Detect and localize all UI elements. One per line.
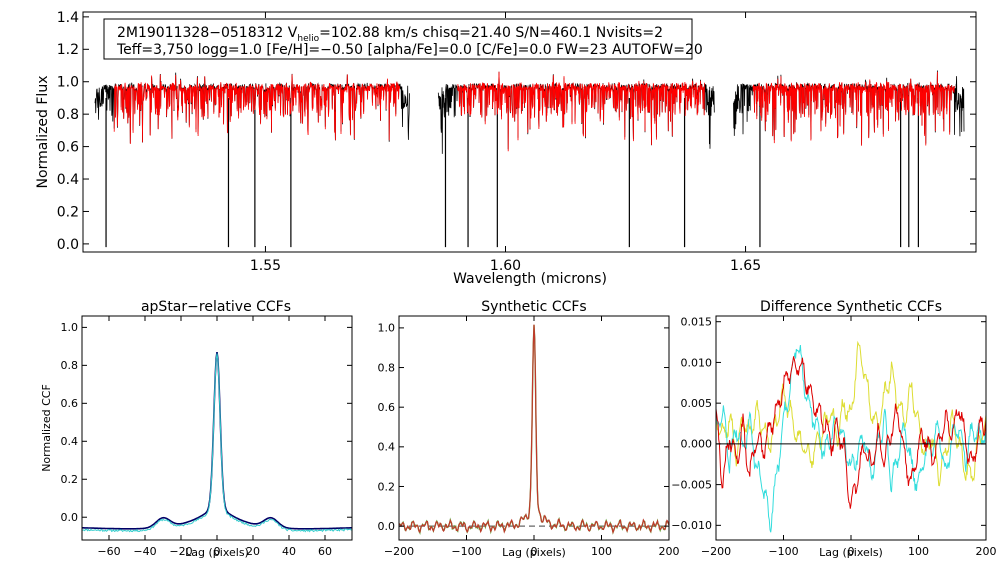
y-tick-label: 1.0: [57, 75, 79, 91]
spectrum-annotation-box: 2M19011328−0518312 Vhelio=102.88 km/s ch…: [103, 18, 703, 60]
y-tick-label: 0.0: [61, 511, 79, 524]
apstar-ccf-traces: [81, 351, 353, 533]
y-tick-label: 0.015: [681, 316, 713, 329]
spectrum-ylabel: Normalized Flux: [35, 76, 51, 189]
synthetic-ccf-frame: [398, 315, 670, 541]
difference-ccf-line: [715, 344, 987, 533]
x-tick-label: −200: [384, 545, 414, 558]
x-tick-label: 0: [848, 545, 855, 558]
x-tick-label: 200: [976, 545, 997, 558]
difference-ccf-ticks: −200 −100 0 100 200 −0.010 −0.005 0.000 0.005 0.0…: [671, 316, 996, 558]
x-tick-label: 0: [214, 545, 221, 558]
spectrum-ticks: 1.55 1.60 1.65 0.0 0.2 0.4 0.6 0.8 1.0 1.2 1.4: [57, 10, 976, 274]
model-spectrum-chip: [752, 71, 955, 146]
x-tick-label: 0: [531, 545, 538, 558]
model-spectrum-chip: [113, 74, 401, 145]
x-tick-label: −100: [768, 545, 798, 558]
difference-ccf-traces: [715, 340, 987, 533]
synthetic-ccf-visit-line: [398, 324, 670, 535]
apstar-ccf-frame: [81, 315, 353, 541]
y-tick-label: 1.0: [378, 322, 396, 335]
y-tick-label: 0.0: [57, 237, 79, 253]
ccf-visit-line: [81, 353, 353, 533]
x-tick-label: 1.65: [730, 258, 761, 274]
x-tick-label: 100: [591, 545, 612, 558]
difference-ccf-panel: Difference Synthetic CCFs −200 −100 0 100 20…: [671, 299, 996, 559]
annotation-line2: Teff=3,750 logg=1.0 [Fe/H]=−0.50 [alpha/…: [116, 42, 703, 58]
difference-ccf-xlabel: Lag (pixels): [819, 546, 883, 559]
spectrum-xlabel: Wavelength (microns): [453, 271, 607, 287]
synthetic-ccf-xlabel: Lag (pixels): [502, 546, 566, 559]
y-tick-label: 0.8: [57, 107, 79, 123]
x-tick-label: 20: [246, 545, 260, 558]
y-tick-label: 0.6: [378, 401, 396, 414]
annotation-frame: [103, 18, 693, 60]
apstar-ccf-ylabel: Normalized CCF: [40, 384, 53, 472]
x-tick-label: −200: [701, 545, 731, 558]
y-tick-label: 0.2: [57, 204, 79, 220]
y-tick-label: 0.8: [61, 359, 79, 372]
annotation-line1: 2M19011328−0518312 Vhelio=102.88 km/s ch…: [117, 25, 663, 44]
y-tick-label: 0.2: [378, 480, 396, 493]
y-tick-label: 1.4: [57, 10, 79, 26]
y-tick-label: 0.8: [378, 361, 396, 374]
apstar-ccf-title: apStar−relative CCFs: [141, 299, 291, 315]
y-tick-label: −0.005: [671, 478, 712, 491]
spectrum-traces: [94, 70, 965, 248]
y-tick-label: 0.4: [378, 441, 396, 454]
y-tick-label: 0.000: [681, 438, 713, 451]
y-tick-label: 0.010: [681, 356, 713, 369]
x-tick-label: 40: [282, 545, 296, 558]
y-tick-label: 0.6: [57, 139, 79, 155]
synthetic-ccf-traces: [398, 324, 670, 535]
x-tick-label: 1.55: [250, 258, 281, 274]
x-tick-label: −40: [133, 545, 156, 558]
y-tick-label: 1.2: [57, 42, 79, 58]
y-tick-label: −0.010: [671, 519, 712, 532]
difference-ccf-title: Difference Synthetic CCFs: [760, 299, 942, 315]
x-tick-label: −20: [169, 545, 192, 558]
y-tick-label: 0.0: [378, 520, 396, 533]
apstar-ccf-panel: apStar−relative CCFs −60 −40 −20 0 20 40 60 0.0…: [40, 299, 353, 559]
difference-ccf-line: [715, 340, 987, 487]
synthetic-ccf-line: [398, 324, 670, 535]
y-tick-label: 0.2: [61, 473, 79, 486]
difference-ccf-line: [715, 356, 987, 509]
x-tick-label: 1.60: [490, 258, 521, 274]
x-tick-label: −60: [97, 545, 120, 558]
model-spectrum-chip: [457, 71, 705, 152]
apstar-ccf-ticks: −60 −40 −20 0 20 40 60 0.0 0.2 0.4 0.6 0.8 1.0: [61, 316, 352, 558]
y-tick-label: 0.4: [57, 172, 79, 188]
apstar-ccf-xlabel: Lag (pixels): [185, 546, 249, 559]
synthetic-ccf-panel: Synthetic CCFs −200 −100 0 100 200 0.0 0.2 0.4 0…: [378, 299, 680, 559]
x-tick-label: −100: [451, 545, 481, 558]
synthetic-ccf-ticks: −200 −100 0 100 200 0.0 0.2 0.4 0.6 0.8 1.0: [378, 316, 680, 558]
y-tick-label: 0.6: [61, 397, 79, 410]
x-tick-label: 200: [659, 545, 680, 558]
spectrum-frame: [82, 11, 977, 253]
x-tick-label: 60: [318, 545, 332, 558]
y-tick-label: 0.005: [681, 397, 713, 410]
y-tick-label: 0.4: [61, 435, 79, 448]
ccf-combined-line: [82, 351, 352, 530]
spectrum-panel: 1.55 1.60 1.65 0.0 0.2 0.4 0.6 0.8 1.0 1.2 1.4 2M1…: [35, 10, 977, 287]
synthetic-ccf-title: Synthetic CCFs: [481, 299, 586, 315]
y-tick-label: 1.0: [61, 321, 79, 334]
x-tick-label: 100: [908, 545, 929, 558]
